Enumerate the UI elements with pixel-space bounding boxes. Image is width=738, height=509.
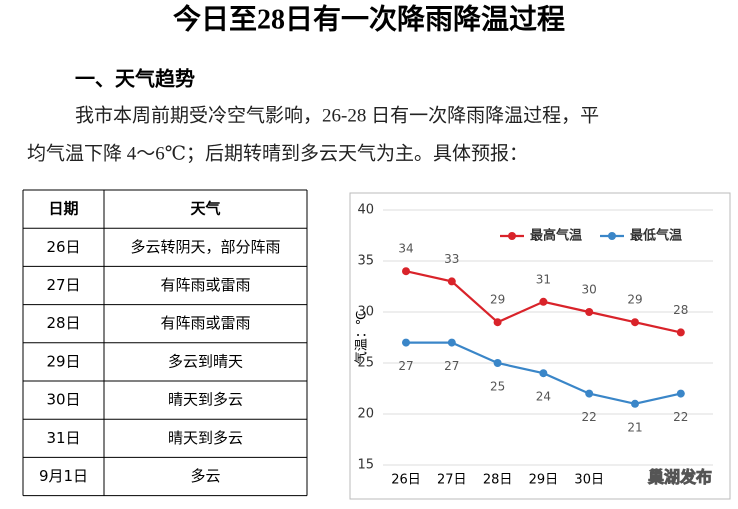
title: 今日至28日有一次降雨降温过程 bbox=[173, 2, 565, 35]
table-cell: 多云转阴天，部分阵雨 bbox=[130, 238, 280, 256]
chart-frame bbox=[349, 192, 731, 500]
data-label: 27 bbox=[398, 359, 413, 373]
table-cell: 31日 bbox=[46, 429, 80, 447]
y-tick-label: 25 bbox=[357, 356, 374, 371]
paragraph-line: 均气温下降 4～6℃；后期转晴到多云天气为主。具体预报： bbox=[27, 142, 528, 164]
data-point bbox=[585, 389, 594, 398]
y-tick-label: 35 bbox=[357, 254, 374, 269]
data-point bbox=[402, 338, 410, 347]
y-axis-label: 气温：℃ bbox=[354, 311, 370, 365]
data-label: 33 bbox=[444, 252, 459, 266]
data-label: 22 bbox=[673, 410, 688, 424]
data-label: 28 bbox=[673, 303, 688, 317]
data-label: 34 bbox=[398, 242, 413, 256]
legend-label: 最高气温 bbox=[530, 228, 582, 244]
x-tick-label: 28日 bbox=[483, 473, 513, 488]
y-tick-label: 20 bbox=[357, 407, 374, 422]
data-label: 25 bbox=[490, 380, 505, 394]
x-tick-label: 30日 bbox=[574, 473, 604, 488]
legend-marker bbox=[608, 232, 616, 240]
x-tick-label: 29日 bbox=[529, 473, 559, 488]
table-cell: 29日 bbox=[46, 352, 80, 370]
data-point bbox=[676, 328, 685, 337]
y-tick-label: 40 bbox=[357, 203, 374, 218]
table-cell: 有阵雨或雷雨 bbox=[160, 276, 250, 294]
data-label: 31 bbox=[536, 272, 551, 286]
data-point bbox=[447, 277, 456, 286]
section-heading: 一、天气趋势 bbox=[75, 67, 195, 91]
data-label: 27 bbox=[444, 359, 459, 373]
table-cell: 多云到晴天 bbox=[168, 352, 243, 370]
data-label: 24 bbox=[536, 390, 551, 404]
table-cell: 30日 bbox=[46, 391, 80, 409]
data-point bbox=[676, 389, 685, 398]
data-label: 22 bbox=[582, 410, 597, 424]
table-cell: 多云 bbox=[190, 467, 220, 485]
legend-marker bbox=[508, 232, 516, 240]
data-point bbox=[447, 338, 456, 347]
data-point bbox=[631, 318, 639, 327]
legend-label: 最低气温 bbox=[630, 228, 682, 244]
table-header: 日期 bbox=[48, 200, 78, 218]
data-label: 30 bbox=[582, 283, 597, 297]
data-point bbox=[493, 318, 502, 327]
data-point bbox=[493, 359, 502, 367]
data-point bbox=[539, 297, 548, 306]
table-header: 天气 bbox=[190, 200, 220, 218]
data-point bbox=[631, 399, 639, 408]
x-tick-label: 27日 bbox=[437, 473, 467, 488]
data-label: 29 bbox=[627, 293, 642, 307]
table-cell: 晴天到多云 bbox=[168, 429, 243, 447]
table-cell: 27日 bbox=[46, 276, 80, 294]
table-cell: 28日 bbox=[46, 314, 80, 332]
watermark: 巢湖发布 bbox=[647, 468, 712, 487]
data-point bbox=[402, 267, 410, 276]
table-cell: 有阵雨或雷雨 bbox=[160, 314, 250, 332]
data-point bbox=[585, 308, 594, 316]
table-cell: 9月1日 bbox=[39, 467, 88, 485]
data-label: 29 bbox=[490, 293, 505, 307]
y-tick-label: 30 bbox=[357, 305, 374, 320]
table-cell: 26日 bbox=[46, 238, 80, 256]
paragraph-line: 我市本周前期受冷空气影响，26-28 日有一次降雨降温过程，平 bbox=[75, 104, 599, 126]
x-tick-label: 26日 bbox=[391, 473, 421, 488]
data-label: 21 bbox=[627, 420, 642, 434]
table-cell: 晴天到多云 bbox=[168, 391, 243, 409]
data-point bbox=[539, 369, 548, 378]
y-tick-label: 15 bbox=[357, 458, 374, 473]
